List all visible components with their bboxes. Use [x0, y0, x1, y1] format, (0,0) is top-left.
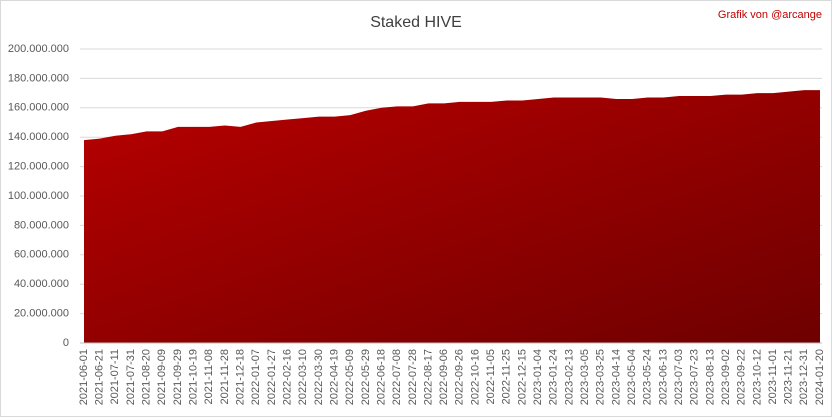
y-tick-label: 40.000.000: [14, 278, 69, 290]
area: [84, 90, 820, 343]
x-tick-label: 2021-07-11: [109, 349, 121, 404]
x-tick-label: 2022-01-27: [266, 349, 278, 405]
x-tick-label: 2022-03-10: [297, 349, 309, 405]
x-tick-label: 2023-07-03: [673, 349, 685, 405]
x-tick-label: 2023-04-14: [610, 349, 622, 405]
x-tick-label: 2023-03-05: [579, 349, 591, 405]
x-tick-label: 2023-05-24: [642, 349, 654, 405]
x-tick-label: 2023-12-31: [798, 349, 810, 405]
y-tick-label: 200.000.000: [8, 43, 69, 55]
x-tick-label: 2022-01-07: [250, 349, 262, 405]
y-tick-label: 180.000.000: [8, 72, 69, 84]
x-tick-label: 2023-01-04: [532, 349, 544, 405]
x-tick-label: 2023-09-22: [736, 349, 748, 405]
x-tick-label: 2023-10-12: [751, 349, 763, 405]
x-tick-label: 2022-06-18: [375, 349, 387, 405]
x-tick-label: 2022-03-30: [313, 349, 325, 405]
x-tick-label: 2024-01-20: [814, 349, 826, 405]
x-tick-label: 2022-09-26: [454, 349, 466, 405]
x-tick-label: 2021-08-20: [141, 349, 153, 405]
x-tick-label: 2023-02-13: [563, 349, 575, 405]
y-tick-label: 100.000.000: [8, 190, 69, 202]
x-tick-label: 2023-06-13: [657, 349, 669, 405]
x-tick-label: 2022-11-25: [501, 349, 513, 404]
y-tick-label: 140.000.000: [8, 131, 69, 143]
x-tick-label: 2023-03-25: [595, 349, 607, 405]
x-tick-label: 2022-04-19: [328, 349, 340, 405]
x-tick-label: 2022-05-09: [344, 349, 356, 405]
x-tick-label: 2021-09-09: [156, 349, 168, 405]
x-tick-label: 2022-12-15: [516, 349, 528, 405]
x-tick-label: 2021-10-19: [188, 349, 200, 405]
y-tick-label: 0: [63, 337, 69, 349]
x-tick-label: 2023-09-02: [720, 349, 732, 405]
x-tick-label: 2022-08-17: [422, 349, 434, 405]
x-tick-label: 2021-11-28: [219, 349, 231, 404]
annotation: Grafik von @arcange: [718, 9, 822, 21]
y-tick-label: 80.000.000: [14, 219, 69, 231]
chart-title: Staked HIVE: [370, 14, 462, 31]
x-tick-label: 2023-01-24: [548, 349, 560, 405]
x-tick-label: 2022-10-16: [469, 349, 481, 405]
x-tick-label: 2022-05-29: [360, 349, 372, 405]
y-tick-label: 60.000.000: [14, 249, 69, 261]
x-tick-label: 2023-05-04: [626, 349, 638, 405]
x-tick-label: 2022-02-16: [281, 349, 293, 405]
x-tick-label: 2022-09-06: [438, 349, 450, 405]
x-tick-label: 2022-07-28: [407, 349, 419, 405]
y-tick-label: 120.000.000: [8, 161, 69, 173]
x-tick-label: 2021-12-18: [235, 349, 247, 405]
x-tick-label: 2021-06-01: [78, 349, 90, 405]
x-tick-label: 2021-11-08: [203, 349, 215, 404]
x-tick-label: 2021-09-29: [172, 349, 184, 405]
x-tick-label: 2023-11-01: [767, 349, 779, 404]
x-tick-label: 2022-07-08: [391, 349, 403, 405]
x-tick-label: 2022-11-05: [485, 349, 497, 404]
x-tick-label: 2023-07-23: [689, 349, 701, 405]
x-tick-label: 2021-07-31: [125, 349, 137, 405]
x-tick-label: 2023-11-21: [783, 349, 795, 404]
y-tick-label: 160.000.000: [8, 102, 69, 114]
y-tick-label: 20.000.000: [14, 308, 69, 320]
x-tick-label: 2023-08-13: [704, 349, 716, 405]
x-tick-label: 2021-06-21: [94, 349, 106, 405]
